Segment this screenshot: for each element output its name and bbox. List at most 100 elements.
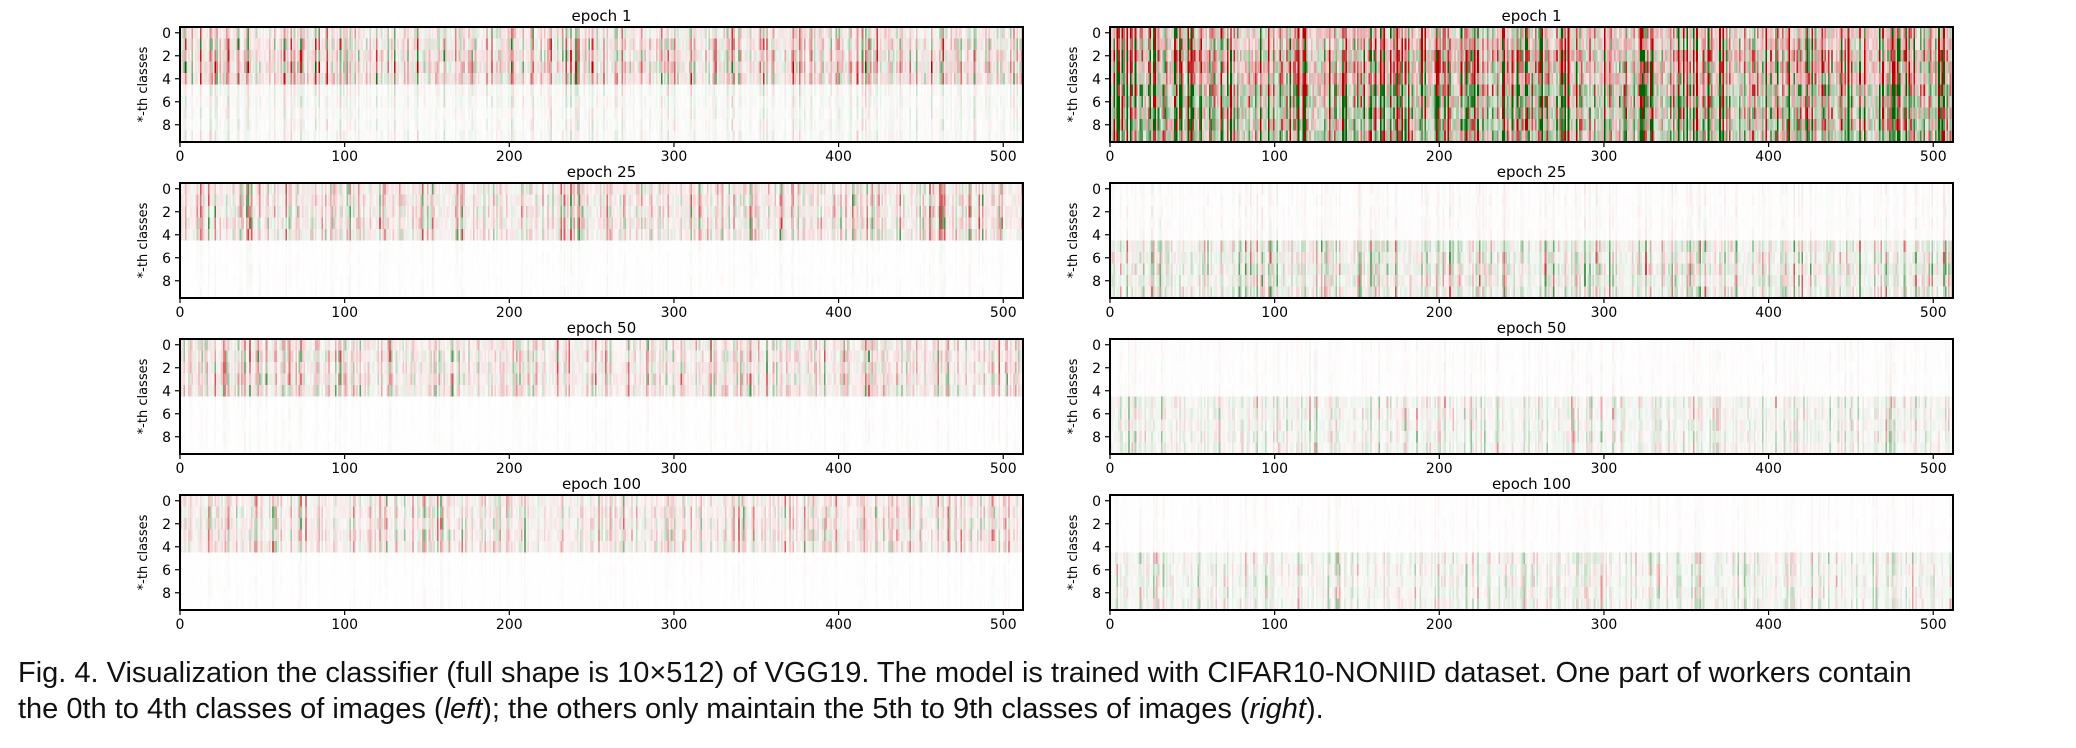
y-axis-label: *-th classes: [136, 202, 151, 278]
y-axis-label: *-th classes: [1066, 46, 1081, 122]
x-tick-label: 300: [661, 305, 688, 321]
x-tick-label: 0: [1106, 149, 1115, 165]
x-tick-label: 400: [825, 461, 852, 477]
caption-line-2: the 0th to 4th classes of images (left);…: [18, 691, 2068, 727]
heatmap-panel-right-epoch-1: epoch 1 0 100 200 300 400 500 0 2 4 6 8 *-th classes: [1066, 7, 1954, 165]
y-tick-label: 6: [1092, 563, 1101, 579]
heatmap-cells: [1110, 495, 1953, 610]
x-tick-label: 200: [1426, 305, 1453, 321]
heatmap-cells: [180, 183, 1023, 298]
y-tick-label: 4: [1092, 72, 1101, 88]
x-tick-label: 400: [825, 617, 852, 630]
x-tick-label: 200: [496, 617, 523, 630]
heatmap-panel-right-epoch-100: epoch 100 0 100 200 300 400 500 0 2 4 6 8 *-th class…: [1066, 475, 1954, 630]
plot-frame: [1109, 182, 1954, 299]
x-tick-label: 200: [1426, 617, 1453, 630]
x-tick-label: 500: [1920, 461, 1947, 477]
heatmap-panel-left-epoch-50: epoch 50 0 100 200 300 400 500 0 2 4 6 8 *-th classe…: [136, 319, 1024, 477]
x-tick-label: 100: [1261, 149, 1288, 165]
heatmap-cells: [1110, 183, 1953, 298]
y-tick-label: 0: [1092, 182, 1101, 198]
plot-frame: [179, 182, 1024, 299]
panel-title: epoch 1: [1502, 7, 1562, 25]
y-tick-label: 0: [162, 182, 171, 198]
x-tick-label: 500: [1920, 305, 1947, 321]
panel-title: epoch 50: [1497, 319, 1567, 337]
y-tick-label: 6: [162, 407, 171, 423]
heatmap-cells: [1110, 27, 1953, 142]
y-tick-label: 8: [162, 118, 171, 134]
x-tick-label: 0: [1106, 305, 1115, 321]
x-tick-label: 100: [1261, 617, 1288, 630]
x-tick-label: 0: [176, 149, 185, 165]
panel-title: epoch 100: [1492, 475, 1571, 493]
heatmap-panel-left-epoch-1: epoch 1 0 100 200 300 400 500 0 2 4 6 8 *-th classes: [136, 7, 1024, 165]
x-tick-label: 100: [1261, 461, 1288, 477]
plot-frame: [1109, 338, 1954, 455]
y-tick-label: 2: [1092, 517, 1101, 533]
y-axis-label: *-th classes: [136, 46, 151, 122]
x-tick-label: 400: [1755, 617, 1782, 630]
y-tick-label: 4: [1092, 540, 1101, 556]
y-tick-label: 4: [162, 228, 171, 244]
y-tick-label: 8: [162, 274, 171, 290]
y-tick-label: 2: [162, 517, 171, 533]
y-tick-label: 0: [1092, 26, 1101, 42]
figure: epoch 1 0 100 200 300 400 500 0 2 4 6 8 *-th classes…: [136, 7, 1954, 630]
x-tick-label: 500: [990, 305, 1017, 321]
heatmap-cells: [180, 495, 1023, 610]
x-tick-label: 0: [176, 617, 185, 630]
heatmap-panel-left-epoch-100: epoch 100 0 100 200 300 400 500 0 2 4 6 8 *-th class…: [136, 475, 1024, 630]
caption-text-b: ); the others only maintain the 5th to 9…: [482, 693, 1250, 725]
plot-frame: [179, 494, 1024, 611]
heatmap-cells: [180, 339, 1023, 454]
x-tick-label: 200: [496, 305, 523, 321]
y-tick-label: 8: [162, 586, 171, 602]
x-tick-label: 500: [990, 149, 1017, 165]
y-tick-label: 6: [162, 95, 171, 111]
y-tick-label: 2: [162, 361, 171, 377]
x-tick-label: 200: [1426, 461, 1453, 477]
panel-title: epoch 50: [567, 319, 637, 337]
y-tick-label: 4: [162, 72, 171, 88]
x-tick-label: 0: [176, 305, 185, 321]
x-tick-label: 400: [1755, 305, 1782, 321]
y-tick-label: 4: [162, 384, 171, 400]
y-tick-label: 0: [162, 26, 171, 42]
y-tick-label: 2: [1092, 205, 1101, 221]
y-axis-label: *-th classes: [1066, 358, 1081, 434]
x-tick-label: 0: [1106, 617, 1115, 630]
x-tick-label: 500: [990, 617, 1017, 630]
x-tick-label: 300: [1591, 617, 1618, 630]
x-tick-label: 100: [331, 461, 358, 477]
y-tick-label: 4: [1092, 384, 1101, 400]
x-tick-label: 100: [331, 617, 358, 630]
y-tick-label: 6: [1092, 407, 1101, 423]
x-tick-label: 100: [331, 149, 358, 165]
x-tick-label: 200: [1426, 149, 1453, 165]
x-tick-label: 200: [496, 461, 523, 477]
panel-title: epoch 1: [572, 7, 632, 25]
y-tick-label: 8: [1092, 274, 1101, 290]
heatmap-panel-left-epoch-25: epoch 25 0 100 200 300 400 500 0 2 4 6 8 *-th classe…: [136, 163, 1024, 321]
x-tick-label: 500: [1920, 617, 1947, 630]
x-tick-label: 300: [1591, 461, 1618, 477]
y-tick-label: 8: [162, 430, 171, 446]
y-tick-label: 2: [1092, 361, 1101, 377]
x-tick-label: 300: [661, 461, 688, 477]
x-tick-label: 100: [1261, 305, 1288, 321]
y-tick-label: 2: [162, 205, 171, 221]
caption-left-word: left: [443, 693, 483, 725]
x-tick-label: 400: [1755, 461, 1782, 477]
y-tick-label: 2: [162, 49, 171, 65]
caption-line-1: Fig. 4. Visualization the classifier (fu…: [18, 657, 1912, 689]
y-tick-label: 0: [1092, 338, 1101, 354]
y-tick-label: 6: [1092, 251, 1101, 267]
heatmap-panel-right-epoch-50: epoch 50 0 100 200 300 400 500 0 2 4 6 8 *-th classe…: [1066, 319, 1954, 477]
x-tick-label: 0: [176, 461, 185, 477]
y-tick-label: 2: [1092, 49, 1101, 65]
y-tick-label: 8: [1092, 118, 1101, 134]
x-tick-label: 300: [1591, 149, 1618, 165]
y-axis-label: *-th classes: [1066, 202, 1081, 278]
caption-right-word: right: [1249, 693, 1306, 725]
